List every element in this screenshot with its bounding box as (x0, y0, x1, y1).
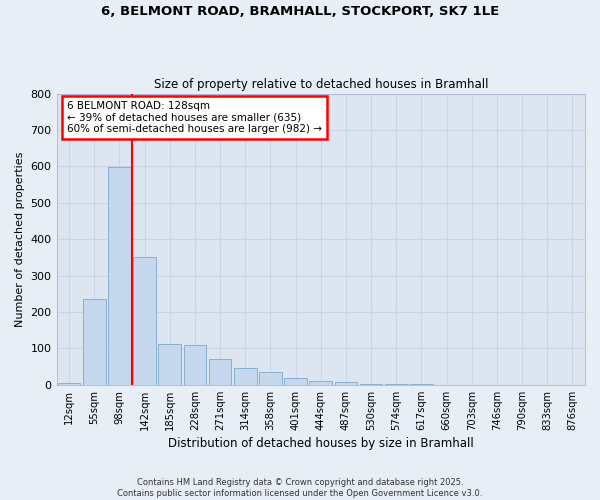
Bar (234, 368, 257, 385)
Bar (360, 384, 382, 385)
Bar (259, 372, 282, 385)
Bar (83, 298, 106, 385)
X-axis label: Distribution of detached houses by size in Bramhall: Distribution of detached houses by size … (168, 437, 473, 450)
Text: 6 BELMONT ROAD: 128sqm
← 39% of detached houses are smaller (635)
60% of semi-de: 6 BELMONT ROAD: 128sqm ← 39% of detached… (67, 101, 322, 134)
Text: Contains HM Land Registry data © Crown copyright and database right 2025.
Contai: Contains HM Land Registry data © Crown c… (118, 478, 482, 498)
Bar (108, 168, 131, 385)
Bar (184, 345, 206, 385)
Title: Size of property relative to detached houses in Bramhall: Size of property relative to detached ho… (154, 78, 488, 91)
Bar (158, 344, 181, 385)
Y-axis label: Number of detached properties: Number of detached properties (15, 152, 25, 327)
Bar (58, 383, 80, 385)
Bar (209, 358, 232, 385)
Bar (284, 378, 307, 385)
Bar (335, 382, 357, 385)
Bar (310, 381, 332, 385)
Text: 6, BELMONT ROAD, BRAMHALL, STOCKPORT, SK7 1LE: 6, BELMONT ROAD, BRAMHALL, STOCKPORT, SK… (101, 5, 499, 18)
Bar (133, 256, 156, 385)
